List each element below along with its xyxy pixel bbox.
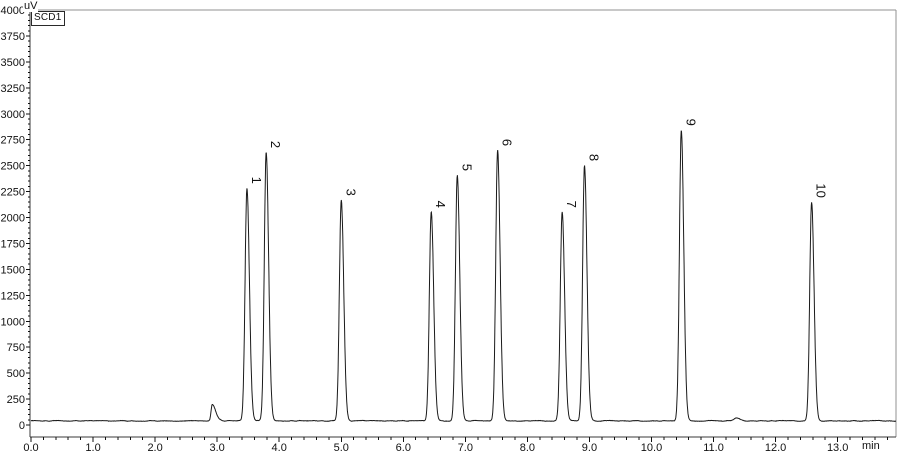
y-tick-label: 1750 [1, 238, 25, 250]
x-tick-label: 5.0 [334, 442, 349, 454]
y-axis-unit-label: uV [23, 0, 39, 12]
y-tick-label: 1500 [1, 264, 25, 276]
x-tick-label: 10.0 [641, 442, 662, 454]
peak-label: 4 [433, 201, 448, 208]
chromatogram-trace [30, 130, 896, 423]
x-tick-label: 6.0 [396, 442, 411, 454]
y-tick-label: 2750 [1, 135, 25, 147]
x-tick-label: 12.0 [765, 442, 786, 454]
peak-label: 1 [249, 177, 264, 184]
y-tick-label: 750 [7, 342, 25, 354]
y-tick-label: 3750 [1, 31, 25, 43]
x-tick-label: 2.0 [147, 442, 162, 454]
x-tick-label: 4.0 [272, 442, 287, 454]
y-tick-label: 500 [7, 368, 25, 380]
y-tick-label: 1250 [1, 290, 25, 302]
y-tick-label: 0 [19, 420, 25, 432]
y-tick-label: 3500 [1, 57, 25, 69]
x-tick-label: 9.0 [582, 442, 597, 454]
x-tick-label: 11.0 [703, 442, 724, 454]
y-tick-label: 2250 [1, 187, 25, 199]
peak-label: 7 [564, 201, 579, 208]
y-tick-label: 3250 [1, 83, 25, 95]
peak-label: 5 [459, 164, 474, 171]
peak-label: 3 [343, 189, 358, 196]
y-tick-label: 4000 [1, 5, 25, 17]
y-tick-label: 1000 [1, 316, 25, 328]
y-tick-label: 250 [7, 394, 25, 406]
x-tick-label: 13.0 [827, 442, 848, 454]
x-tick-label: 8.0 [520, 442, 535, 454]
y-tick-label: 2000 [1, 213, 25, 225]
x-tick-label: 0.0 [23, 442, 38, 454]
x-tick-label: 1.0 [85, 442, 100, 454]
peak-label: 6 [500, 139, 515, 146]
y-tick-label: 3000 [1, 109, 25, 121]
x-axis-unit-label: min [862, 440, 880, 452]
x-tick-label: 7.0 [458, 442, 473, 454]
peak-label: 10 [814, 183, 829, 197]
peak-label: 8 [587, 154, 602, 161]
x-tick-label: 3.0 [210, 442, 225, 454]
peak-label: 2 [268, 141, 283, 148]
peak-label: 9 [683, 119, 698, 126]
channel-legend[interactable]: SCD1 [31, 11, 66, 26]
y-tick-label: 2500 [1, 161, 25, 173]
